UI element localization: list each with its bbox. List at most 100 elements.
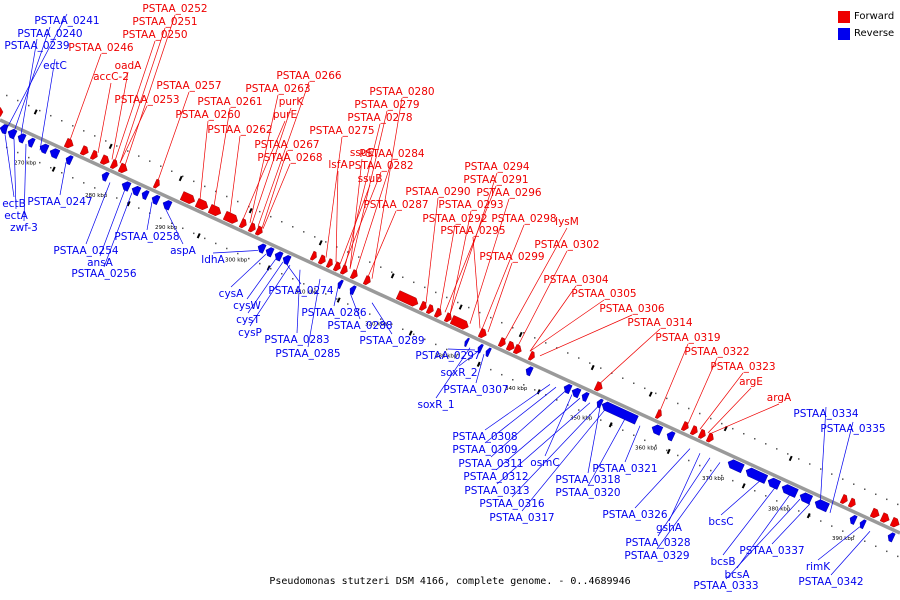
forward-gene[interactable] bbox=[869, 507, 881, 520]
forward-gene[interactable] bbox=[839, 494, 849, 505]
reverse-gene[interactable] bbox=[780, 483, 799, 498]
forward-gene[interactable] bbox=[99, 154, 111, 167]
forward-gene[interactable] bbox=[689, 425, 699, 436]
forward-gene-label[interactable]: lsfA bbox=[328, 159, 348, 171]
forward-gene-label[interactable]: PSTAA_0296 bbox=[476, 187, 542, 199]
forward-gene[interactable] bbox=[593, 381, 604, 392]
reverse-gene-arrow[interactable] bbox=[570, 386, 582, 399]
reverse-gene-label[interactable]: PSTAA_0241 bbox=[34, 15, 99, 27]
reverse-gene-arrow[interactable] bbox=[348, 285, 357, 296]
forward-gene[interactable] bbox=[309, 250, 318, 261]
forward-gene-arrow[interactable] bbox=[247, 222, 257, 234]
forward-gene-arrow[interactable] bbox=[505, 340, 516, 352]
forward-gene-arrow[interactable] bbox=[63, 137, 75, 150]
forward-gene[interactable] bbox=[497, 337, 507, 348]
forward-gene[interactable] bbox=[152, 178, 161, 189]
forward-gene-arrow[interactable] bbox=[0, 107, 4, 117]
reverse-gene-label[interactable]: PSTAA_0326 bbox=[602, 509, 668, 521]
forward-gene[interactable] bbox=[254, 225, 264, 237]
reverse-gene[interactable] bbox=[858, 519, 867, 530]
reverse-gene-label[interactable]: PSTAA_0239 bbox=[4, 40, 69, 52]
reverse-gene-arrow[interactable] bbox=[48, 147, 61, 160]
forward-gene-arrow[interactable] bbox=[254, 225, 264, 237]
reverse-gene-label[interactable]: ansA bbox=[87, 257, 114, 269]
reverse-gene-label[interactable]: ectA bbox=[4, 210, 28, 222]
reverse-gene[interactable] bbox=[580, 391, 590, 402]
forward-gene-arrow[interactable] bbox=[705, 432, 715, 444]
forward-gene-arrow[interactable] bbox=[152, 178, 161, 189]
reverse-gene-arrow[interactable] bbox=[580, 391, 590, 402]
forward-gene-label[interactable]: PSTAA_0298 bbox=[491, 213, 556, 225]
forward-gene-arrow[interactable] bbox=[680, 421, 690, 432]
forward-gene-arrow[interactable] bbox=[477, 327, 488, 339]
forward-gene-label[interactable]: PSTAA_0278 bbox=[347, 112, 412, 124]
reverse-gene-arrow[interactable] bbox=[256, 242, 267, 254]
forward-gene-label[interactable]: PSTAA_0290 bbox=[405, 186, 470, 198]
reverse-gene[interactable] bbox=[6, 128, 18, 140]
forward-gene-label[interactable]: PSTAA_0291 bbox=[463, 174, 528, 186]
reverse-gene-label[interactable]: PSTAA_0254 bbox=[53, 245, 119, 257]
reverse-gene[interactable] bbox=[26, 137, 36, 148]
reverse-gene-arrow[interactable] bbox=[0, 124, 9, 135]
reverse-gene-label[interactable]: PSTAA_0317 bbox=[489, 512, 554, 524]
forward-gene[interactable] bbox=[79, 145, 90, 157]
reverse-gene-label[interactable]: PSTAA_0258 bbox=[114, 231, 179, 243]
reverse-gene[interactable] bbox=[281, 254, 292, 266]
forward-gene-arrow[interactable] bbox=[425, 304, 435, 315]
reverse-gene-arrow[interactable] bbox=[16, 132, 27, 144]
reverse-gene[interactable] bbox=[562, 383, 573, 395]
forward-gene[interactable] bbox=[527, 350, 536, 361]
reverse-gene[interactable] bbox=[0, 124, 9, 135]
forward-gene-arrow[interactable] bbox=[99, 154, 111, 167]
reverse-gene-label[interactable]: PSTAA_0283 bbox=[264, 334, 329, 346]
forward-gene-label[interactable]: PSTAA_0294 bbox=[464, 161, 530, 173]
reverse-gene-label[interactable]: soxR_1 bbox=[417, 399, 454, 411]
reverse-gene[interactable] bbox=[256, 242, 267, 254]
forward-gene-arrow[interactable] bbox=[395, 290, 420, 308]
reverse-gene-label[interactable]: PSTAA_0247 bbox=[27, 196, 92, 208]
forward-gene-arrow[interactable] bbox=[207, 204, 223, 217]
forward-gene-label[interactable]: PSTAA_0260 bbox=[175, 109, 240, 121]
forward-gene-arrow[interactable] bbox=[879, 512, 891, 525]
reverse-gene-arrow[interactable] bbox=[886, 531, 896, 543]
forward-gene[interactable] bbox=[654, 409, 663, 419]
forward-gene-label[interactable]: accC-2 bbox=[93, 71, 129, 83]
forward-gene-label[interactable]: ssuB bbox=[358, 173, 383, 185]
forward-gene-label[interactable]: PSTAA_0246 bbox=[68, 42, 134, 54]
reverse-gene-label[interactable]: PSTAA_0311 bbox=[458, 458, 523, 470]
forward-gene-label[interactable]: purE bbox=[273, 109, 297, 121]
forward-gene-label[interactable]: oadA bbox=[115, 60, 143, 72]
forward-gene-label[interactable]: PSTAA_0295 bbox=[440, 225, 505, 237]
reverse-gene[interactable] bbox=[161, 199, 173, 211]
forward-gene-label[interactable]: PSTAA_0257 bbox=[156, 80, 221, 92]
reverse-gene-arrow[interactable] bbox=[150, 194, 161, 206]
forward-gene-label[interactable]: PSTAA_0305 bbox=[571, 288, 636, 300]
forward-gene[interactable] bbox=[117, 162, 129, 175]
reverse-gene-label[interactable]: bcsC bbox=[708, 516, 733, 528]
forward-gene[interactable] bbox=[443, 312, 453, 324]
forward-gene[interactable] bbox=[512, 344, 523, 355]
reverse-gene[interactable] bbox=[484, 347, 492, 358]
reverse-gene[interactable] bbox=[744, 466, 769, 484]
forward-gene[interactable] bbox=[477, 327, 488, 339]
reverse-gene-arrow[interactable] bbox=[665, 430, 676, 442]
reverse-gene[interactable] bbox=[130, 185, 142, 197]
forward-gene-arrow[interactable] bbox=[238, 218, 248, 230]
reverse-gene[interactable] bbox=[570, 386, 582, 399]
reverse-gene[interactable] bbox=[726, 458, 745, 474]
reverse-gene-arrow[interactable] bbox=[336, 279, 344, 290]
reverse-gene-arrow[interactable] bbox=[140, 189, 150, 201]
reverse-gene-arrow[interactable] bbox=[100, 171, 110, 182]
reverse-gene-label[interactable]: PSTAA_0285 bbox=[275, 348, 340, 360]
forward-gene[interactable] bbox=[433, 307, 443, 319]
reverse-gene-label[interactable]: PSTAA_0288 bbox=[327, 320, 392, 332]
forward-gene-label[interactable]: argE bbox=[739, 376, 763, 388]
reverse-gene-arrow[interactable] bbox=[161, 199, 173, 211]
reverse-gene-label[interactable]: PSTAA_0309 bbox=[452, 444, 517, 456]
reverse-gene-label[interactable]: cysP bbox=[238, 327, 262, 339]
forward-gene-label[interactable]: purK bbox=[279, 96, 305, 108]
reverse-gene[interactable] bbox=[476, 343, 484, 354]
reverse-gene-label[interactable]: PSTAA_0328 bbox=[625, 537, 690, 549]
reverse-gene-arrow[interactable] bbox=[38, 142, 50, 155]
reverse-gene[interactable] bbox=[886, 531, 896, 543]
